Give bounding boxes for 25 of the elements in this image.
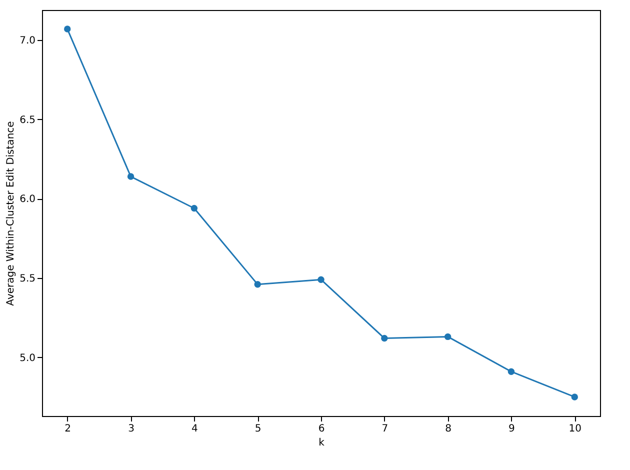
y-tick-label: 5.0 [20, 352, 36, 364]
x-tick-label: 10 [568, 424, 582, 434]
x-tick-label: 9 [508, 424, 515, 434]
point [64, 26, 71, 32]
point [190, 204, 198, 212]
point [508, 368, 515, 375]
point [254, 281, 261, 288]
x-tick-label: 3 [128, 424, 134, 434]
x-tick-label: 6 [318, 424, 325, 434]
x-tick-label: 8 [445, 424, 452, 434]
point [381, 334, 388, 342]
y-tick-label: 6.0 [20, 194, 36, 206]
y-tick-label: 6.5 [20, 114, 36, 126]
x-tick-label: 2 [64, 424, 72, 434]
y-axis-title: Average Within-Cluster Edit Distance [6, 121, 17, 306]
point [571, 394, 578, 400]
y-tick-label: 5.5 [20, 274, 36, 285]
point [444, 333, 452, 340]
x-tick-label: 7 [382, 424, 388, 434]
y-tick-label: 7.0 [20, 36, 36, 47]
point [127, 173, 134, 180]
x-tick-label: 5 [254, 424, 262, 434]
x-axis-title: k [318, 438, 325, 448]
point [318, 276, 324, 283]
x-tick-label: 4 [191, 424, 198, 434]
